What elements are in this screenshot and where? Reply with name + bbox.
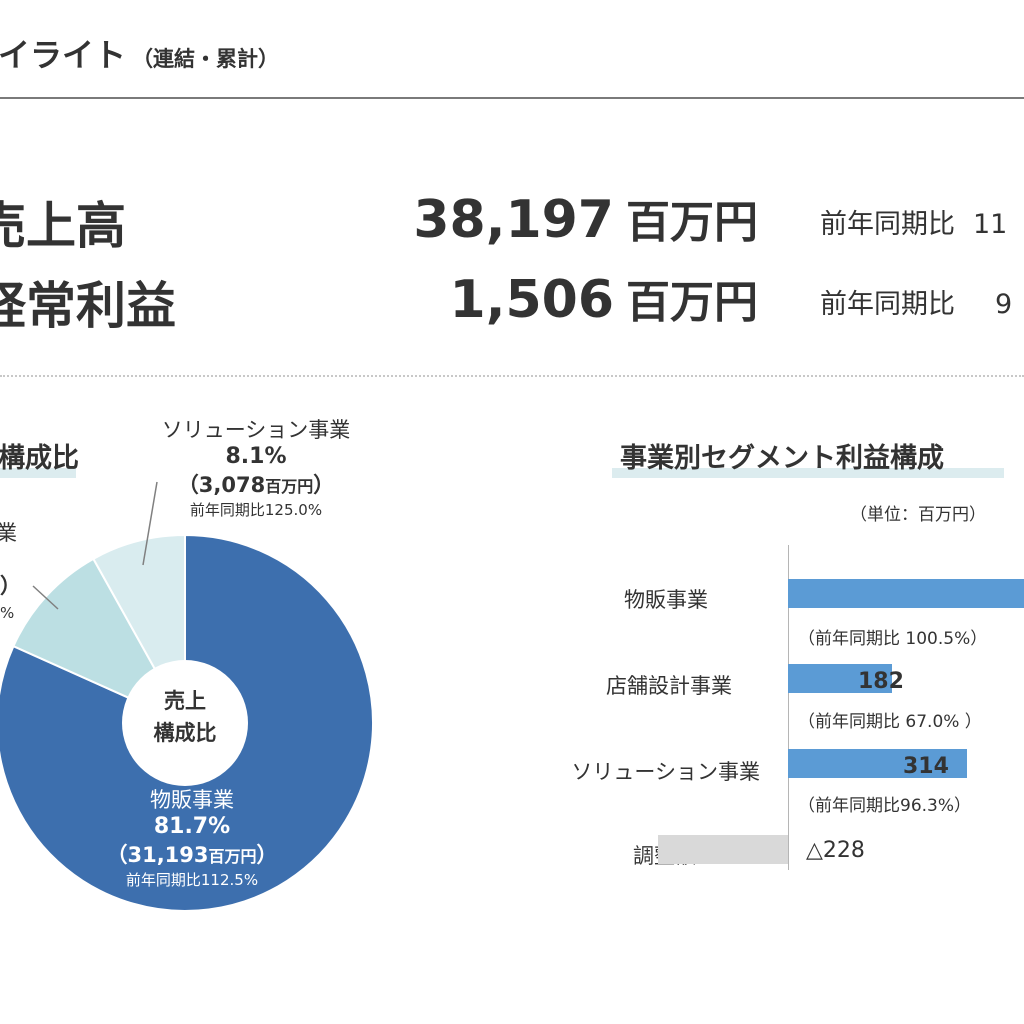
bar-value-solution: 314 bbox=[903, 754, 949, 779]
bar-merch bbox=[788, 579, 1024, 608]
kpi-sales-unit: 百万円 bbox=[626, 197, 758, 248]
kpi-sales-number: 38,197 bbox=[413, 190, 614, 250]
pie-leader-store bbox=[32, 585, 59, 610]
pie-label-merch-yoy: 前年同期比112.5% bbox=[125, 871, 259, 889]
pie-center-label: 売上 構成比 bbox=[130, 685, 240, 749]
pie-label-solution-yoy: 前年同期比125.0% bbox=[189, 501, 323, 519]
page-title-text: イライト bbox=[0, 36, 127, 74]
pie-label-solution-name: ソリューション事業 bbox=[161, 418, 351, 442]
pie-label-merch-amount: （31,193百万円） bbox=[106, 843, 278, 867]
pie-label-merch-amount-unit: 百万円 bbox=[208, 847, 257, 866]
pie-label-merch-pct-value: 81.7 bbox=[153, 814, 209, 839]
kpi-profit-label: 経常利益 bbox=[0, 277, 176, 335]
bar-category-solution: ソリューション事業 bbox=[571, 760, 760, 784]
bar-value-store: 182 bbox=[858, 669, 904, 694]
bar-yoy-solution: （前年同期比96.3%） bbox=[798, 796, 972, 816]
bar-yoy-store: （前年同期比 67.0% ） bbox=[798, 712, 982, 732]
bar-axis bbox=[788, 545, 789, 870]
kpi-sales-yoy: 前年同期比 11 bbox=[820, 202, 1007, 241]
pie-label-merch-amount-value: 31,193 bbox=[127, 843, 209, 867]
bar-category-merch: 物販事業 bbox=[624, 588, 708, 612]
pie-label-store-amount-tail: ） bbox=[0, 574, 21, 598]
kpi-profit-yoy: 前年同期比 9 bbox=[820, 282, 1012, 321]
kpi-profit-unit: 百万円 bbox=[626, 277, 758, 328]
pie-label-solution: ソリューション事業 8.1% （3,078百万円） 前年同期比125.0% bbox=[156, 414, 356, 520]
pie-label-solution-amount-value: 3,078 bbox=[198, 473, 266, 497]
kpi-sales-yoy-value: 11 bbox=[973, 209, 1008, 240]
kpi-sales-value: 38,197 百万円 bbox=[338, 186, 758, 250]
pie-label-solution-pct: 8.1% bbox=[225, 444, 287, 469]
kpi-profit-number: 1,506 bbox=[449, 270, 614, 330]
pie-label-solution-amount-unit: 百万円 bbox=[265, 477, 314, 496]
bar-store bbox=[788, 664, 892, 693]
right-title-highlight bbox=[612, 468, 1004, 478]
pie-label-merch: 物販事業 81.7% （31,193百万円） 前年同期比112.5% bbox=[92, 784, 292, 890]
bar-value-adjust: △228 bbox=[806, 838, 865, 863]
pie-label-merch-name: 物販事業 bbox=[150, 788, 234, 812]
bar-solution bbox=[788, 749, 967, 778]
pie-label-solution-pct-value: 8.1 bbox=[225, 444, 265, 469]
page-title: イライト （連結・累計） bbox=[0, 30, 279, 76]
pie-center-label-line1: 売上 bbox=[164, 689, 206, 713]
bar-category-store: 店舗設計事業 bbox=[606, 674, 732, 698]
page-subtitle: （連結・累計） bbox=[132, 47, 280, 71]
section-divider bbox=[0, 375, 1024, 377]
pie-center-hole bbox=[122, 660, 248, 786]
left-title-highlight bbox=[0, 468, 76, 478]
pie-label-store-yoy-tail: % bbox=[0, 604, 15, 622]
pie-label-merch-pct: 81.7% bbox=[153, 814, 231, 839]
unit-note: （単位：百万円） bbox=[850, 505, 986, 525]
kpi-sales-yoy-label: 前年同期比 bbox=[820, 209, 955, 240]
bar-yoy-merch: （前年同期比 100.5%） bbox=[798, 629, 988, 649]
header-divider bbox=[0, 97, 1024, 99]
pie-label-solution-amount: （3,078百万円） bbox=[177, 473, 335, 497]
kpi-sales-label: 売上高 bbox=[0, 197, 126, 255]
kpi-profit-value: 1,506 百万円 bbox=[338, 266, 758, 330]
bar-adjust bbox=[658, 835, 788, 864]
kpi-profit-yoy-label: 前年同期比 bbox=[820, 289, 955, 320]
right-chart-title: 事業別セグメント利益構成 bbox=[620, 443, 944, 474]
pie-center-label-line2: 構成比 bbox=[153, 721, 217, 745]
left-chart-title: 構成比 bbox=[0, 443, 79, 474]
kpi-profit-yoy-value: 9 bbox=[995, 289, 1013, 320]
pie-leader-solution bbox=[142, 481, 158, 566]
pie-label-store-name-tail: 業 bbox=[0, 521, 17, 545]
